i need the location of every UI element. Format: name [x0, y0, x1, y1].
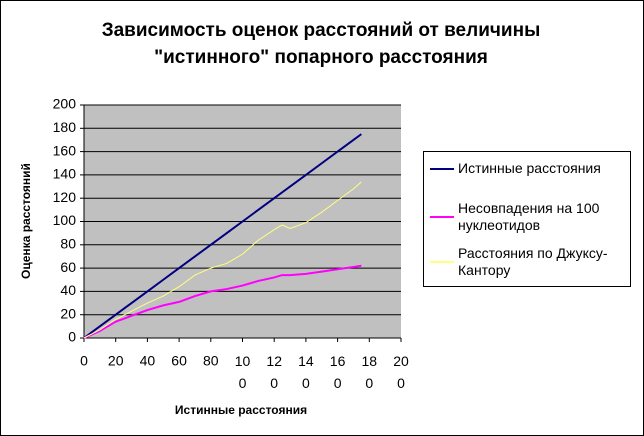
- y-tick-label: 0: [68, 329, 76, 345]
- y-tick-label: 180: [53, 119, 77, 135]
- series-line: [83, 133, 362, 339]
- x-tick-label: 16 0: [330, 353, 346, 391]
- y-tick-label: 100: [53, 212, 77, 228]
- x-tick-label: 20: [108, 353, 124, 369]
- x-tick-label: 80: [203, 353, 219, 369]
- series-line: [83, 181, 362, 339]
- y-tick-label: 160: [53, 142, 77, 158]
- y-axis-label: Оценка расстояний: [19, 163, 33, 279]
- x-tick-label: 10 0: [235, 353, 251, 391]
- series-line: [83, 264, 362, 339]
- y-tick-label: 20: [60, 305, 76, 321]
- x-tick-label: 14 0: [298, 353, 314, 391]
- y-tick-label: 140: [53, 166, 77, 182]
- x-tick-label: 40: [140, 353, 156, 369]
- legend-label: Расстояния по Джуксу-Кантору: [458, 245, 608, 278]
- legend-label: Несовпадения на 100 нуклеотидов: [458, 200, 600, 233]
- x-tick-label: 60: [171, 353, 187, 369]
- y-tick-label: 200: [53, 96, 77, 112]
- legend-swatch: [430, 216, 454, 218]
- x-tick-label: 20 0: [393, 353, 409, 391]
- legend-swatch: [430, 168, 454, 170]
- x-tick-label: 0: [80, 353, 88, 369]
- y-tick-label: 40: [60, 282, 76, 298]
- y-tick-label: 60: [60, 259, 76, 275]
- x-axis-label: Истинные расстояния: [175, 403, 307, 417]
- legend-swatch: [430, 261, 454, 263]
- y-tick-label: 120: [53, 189, 77, 205]
- x-tick-label: 12 0: [266, 353, 282, 391]
- legend-label: Истинные расстояния: [458, 160, 601, 176]
- x-tick-label: 18 0: [362, 353, 378, 391]
- chart-title: Зависимость оценок расстояний от величин…: [101, 20, 541, 68]
- legend: Истинные расстояния Несовпадения на 100 н…: [423, 151, 631, 287]
- y-tick-label: 80: [60, 236, 76, 252]
